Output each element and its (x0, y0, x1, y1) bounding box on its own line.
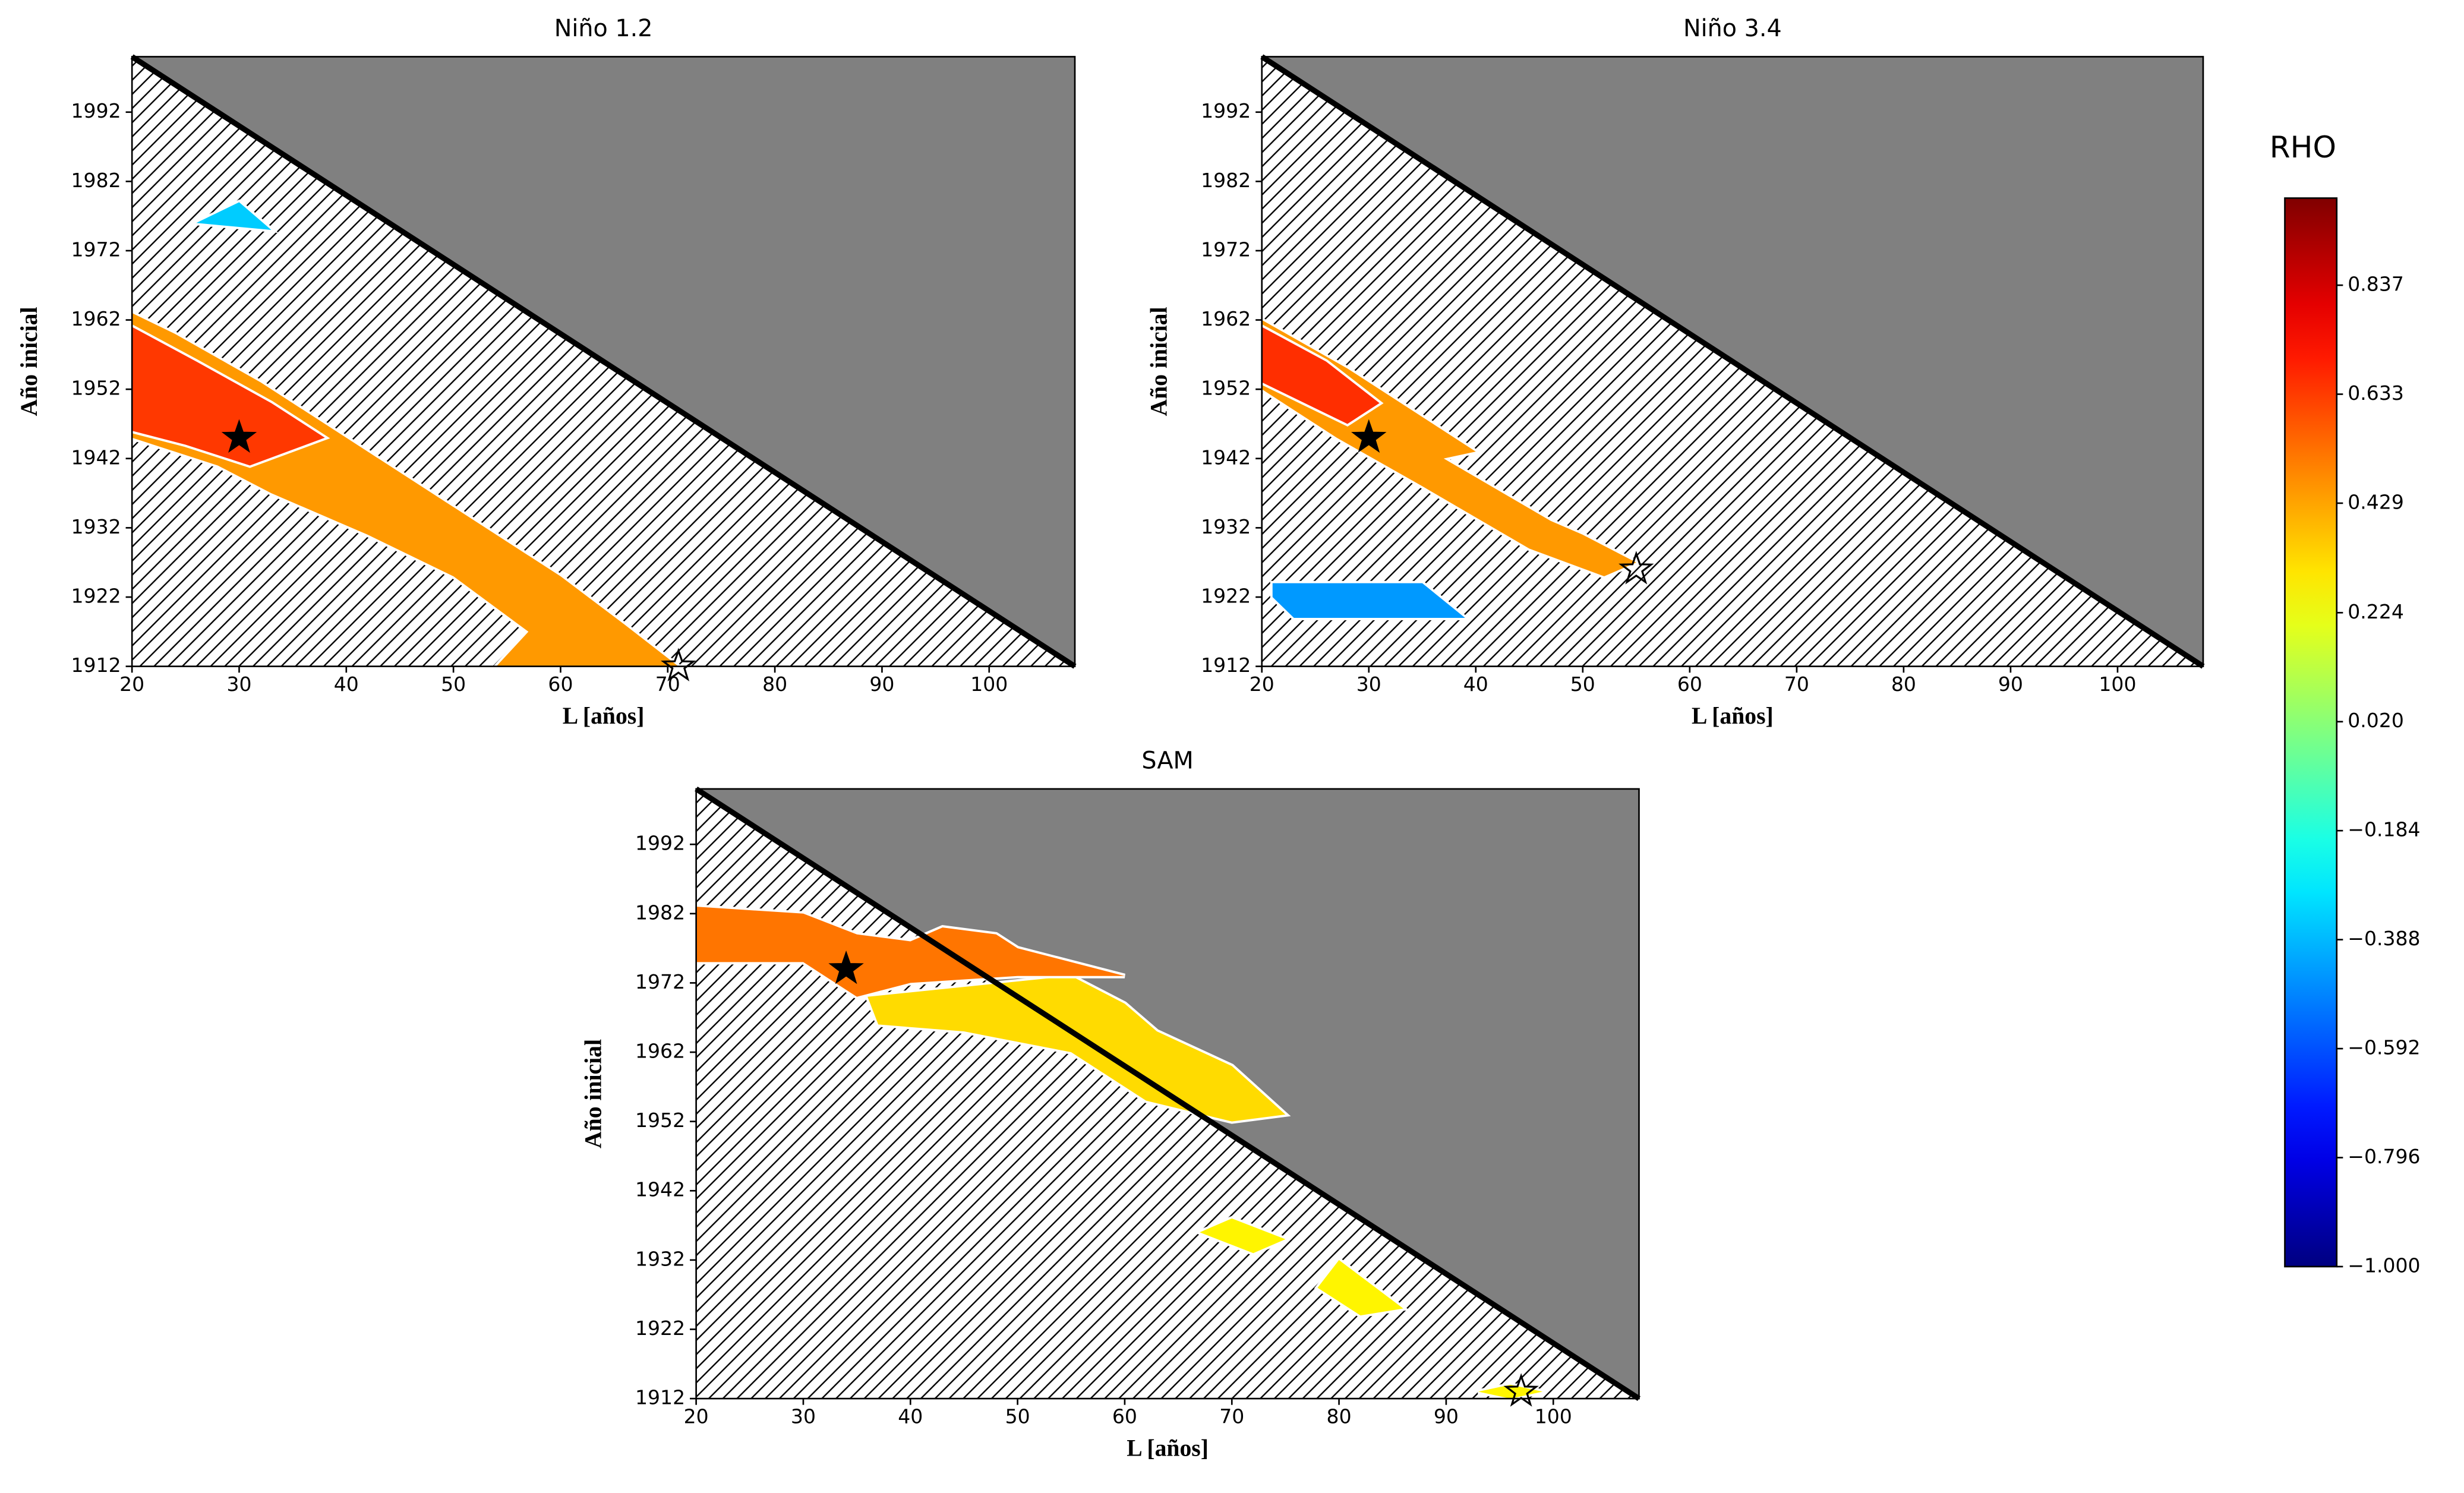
y-tick-label: 1962 (71, 307, 121, 330)
x-tick-label: 90 (1998, 673, 2023, 696)
rho-region (187, 199, 279, 233)
colorbar-title: RHO (2270, 130, 2336, 165)
x-tick-label: 30 (791, 1404, 816, 1428)
y-tick-label: 1912 (71, 654, 121, 677)
rho-region (693, 904, 1125, 1000)
x-tick-label: 60 (548, 673, 573, 696)
y-tick-label: 1922 (635, 1317, 685, 1340)
x-tick-label: 80 (1327, 1404, 1352, 1428)
y-tick-label: 1912 (635, 1386, 685, 1409)
x-tick-label: 80 (1891, 673, 1916, 696)
star-marker (661, 648, 696, 681)
y-tick-label: 1982 (71, 169, 121, 192)
x-tick-label: 50 (441, 673, 466, 696)
star-marker (1619, 551, 1654, 585)
x-tick-label: 30 (226, 673, 251, 696)
rho-region (864, 973, 1291, 1124)
y-tick-label: 1942 (1201, 446, 1251, 469)
chart-title: Niño 1.2 (554, 15, 653, 42)
y-tick-label: 1992 (635, 832, 685, 855)
x-tick-label: 60 (1677, 673, 1702, 696)
colorbar-tick-label: −0.184 (2348, 818, 2420, 841)
rho-region (1478, 1382, 1544, 1402)
chart-title: SAM (1141, 747, 1193, 774)
x-tick-label: 40 (334, 673, 359, 696)
y-tick-label: 1972 (635, 970, 685, 993)
y-axis-label: Año inicial (16, 307, 42, 416)
colorbar-tick-label: 0.020 (2348, 709, 2404, 732)
diagonal-limit (1260, 54, 2205, 669)
y-axis-label: Año inicial (1146, 307, 1172, 416)
y-axis-label: Año inicial (580, 1039, 606, 1148)
x-tick-label: 20 (119, 673, 144, 696)
x-axis-label: L [años] (563, 703, 645, 729)
plot-frame (695, 788, 1640, 1400)
y-tick-label: 1972 (71, 238, 121, 261)
x-axis-label: L [años] (1692, 703, 1774, 729)
colorbar-tick-label: −0.796 (2348, 1145, 2420, 1168)
y-tick-label: 1962 (1201, 307, 1251, 330)
colorbar (2284, 197, 2338, 1268)
colorbar-tick-label: −0.592 (2348, 1036, 2420, 1059)
colorbar-tick-label: 0.837 (2348, 273, 2404, 296)
y-tick-label: 1932 (635, 1247, 685, 1270)
y-tick-label: 1972 (1201, 238, 1251, 261)
colorbar-tick-label: 0.633 (2348, 381, 2404, 405)
y-tick-label: 1912 (1201, 654, 1251, 677)
y-tick-label: 1952 (71, 377, 121, 400)
y-tick-label: 1932 (1201, 515, 1251, 538)
rho-region (1193, 1216, 1292, 1256)
rho-region (1270, 580, 1472, 620)
y-tick-label: 1942 (635, 1178, 685, 1201)
x-tick-label: 30 (1356, 673, 1381, 696)
x-tick-label: 40 (1463, 673, 1488, 696)
x-tick-label: 100 (1535, 1404, 1572, 1428)
y-tick-label: 1922 (1201, 585, 1251, 608)
y-tick-label: 1932 (71, 515, 121, 538)
x-tick-label: 90 (869, 673, 894, 696)
colorbar-tick-label: 0.429 (2348, 490, 2404, 513)
x-tick-label: 20 (684, 1404, 709, 1428)
x-tick-label: 40 (898, 1404, 923, 1428)
x-tick-label: 80 (762, 673, 787, 696)
y-tick-label: 1952 (1201, 377, 1251, 400)
colorbar-tick-label: −0.388 (2348, 927, 2420, 950)
x-tick-label: 90 (1434, 1404, 1459, 1428)
y-tick-label: 1962 (635, 1040, 685, 1063)
x-tick-label: 50 (1570, 673, 1595, 696)
x-tick-label: 70 (1784, 673, 1809, 696)
x-tick-label: 100 (970, 673, 1008, 696)
star-marker (221, 419, 257, 453)
rho-region (1314, 1257, 1409, 1318)
star-marker (1351, 419, 1387, 453)
rho-region (130, 323, 330, 468)
chart-title: Niño 3.4 (1683, 15, 1782, 42)
colorbar-tick-label: 0.224 (2348, 600, 2404, 623)
star-marker (828, 950, 864, 984)
y-tick-label: 1982 (635, 901, 685, 924)
x-tick-label: 70 (655, 673, 680, 696)
x-tick-label: 70 (1219, 1404, 1244, 1428)
diagonal-limit (130, 54, 1077, 669)
colorbar-tick-label: −1.000 (2348, 1254, 2420, 1277)
x-tick-label: 50 (1005, 1404, 1030, 1428)
x-tick-label: 100 (2099, 673, 2136, 696)
y-tick-label: 1992 (71, 99, 121, 122)
y-tick-label: 1942 (71, 446, 121, 469)
y-tick-label: 1982 (1201, 169, 1251, 192)
plot-frame (131, 56, 1076, 667)
x-tick-label: 20 (1250, 673, 1274, 696)
y-tick-label: 1922 (71, 585, 121, 608)
diagonal-limit (695, 787, 1641, 1401)
y-tick-label: 1992 (1201, 99, 1251, 122)
x-axis-label: L [años] (1127, 1435, 1209, 1461)
y-tick-label: 1952 (635, 1109, 685, 1132)
x-tick-label: 60 (1112, 1404, 1137, 1428)
plot-frame (1261, 56, 2204, 667)
